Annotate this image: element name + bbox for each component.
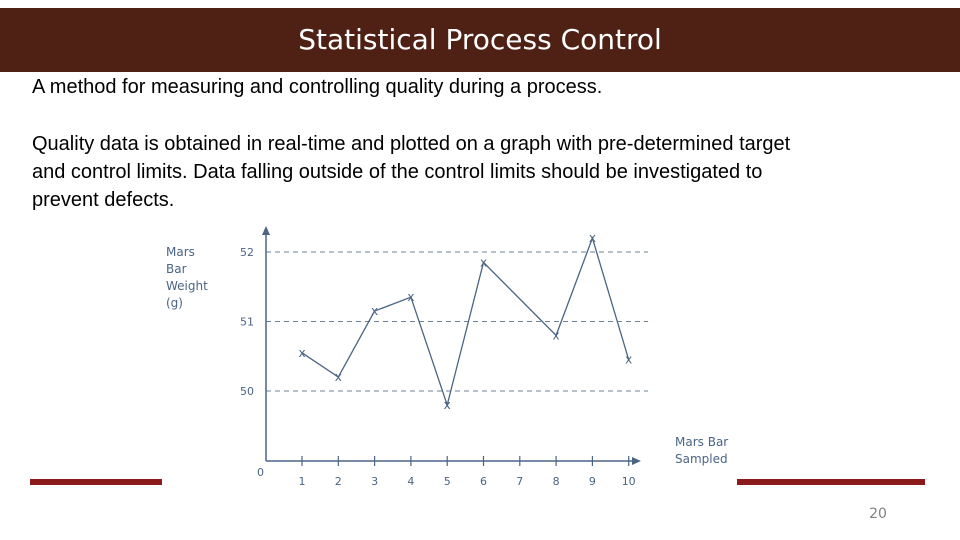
x-tick-label: 6 (480, 475, 487, 488)
x-axis-arrow-icon (632, 457, 641, 465)
series-line (301, 236, 630, 408)
data-point-marker: x (371, 304, 378, 318)
x-tick-label: 9 (589, 475, 596, 488)
data-point-marker: x (589, 231, 596, 245)
chart-series: x x x x x x x x x (298, 231, 632, 412)
y-axis-label: Mars (166, 245, 195, 259)
data-point-marker: x (625, 353, 632, 367)
y-tick-label: 50 (240, 385, 254, 398)
slide-number: 20 (869, 506, 887, 522)
x-tick-label: 8 (553, 475, 560, 488)
chart-ticks: 1 2 3 4 5 6 7 8 9 10 52 51 50 0 (240, 246, 636, 488)
accent-rule-left (30, 479, 162, 485)
data-point-marker: x (298, 346, 305, 360)
y-axis-label: Weight (166, 279, 208, 293)
chart-axes (262, 226, 641, 465)
chart-gridlines (266, 251, 648, 392)
x-axis-label: Mars Bar (675, 435, 728, 449)
chart-labels: Mars Bar Weight (g) Mars Bar Sampled (166, 245, 728, 466)
y-axis-label: Bar (166, 262, 187, 276)
x-tick-label: 5 (444, 475, 451, 488)
y-axis-arrow-icon (262, 226, 270, 235)
x-axis-label: Sampled (675, 452, 728, 466)
y-axis-label: (g) (166, 296, 183, 310)
data-point-marker: x (553, 328, 560, 342)
x-tick-label: 2 (335, 475, 342, 488)
x-tick-label: 10 (622, 475, 636, 488)
y-tick-label: 52 (240, 246, 254, 259)
chart-background (160, 220, 740, 490)
x-tick-label: 7 (516, 475, 523, 488)
data-point-marker: x (407, 290, 414, 304)
data-point-marker: x (335, 370, 342, 384)
description-paragraph: Quality data is obtained in real-time an… (32, 133, 791, 211)
data-point-marker: x (444, 398, 451, 412)
slide-title: Statistical Process Control (298, 23, 662, 56)
x-tick-label: 3 (371, 475, 378, 488)
x-tick-label: 4 (407, 475, 414, 488)
accent-rule-right (737, 479, 925, 485)
intro-paragraph: A method for measuring and controlling q… (32, 76, 603, 98)
origin-label: 0 (257, 466, 264, 479)
x-tick-label: 1 (299, 475, 306, 488)
title-bar: Statistical Process Control (0, 8, 960, 72)
data-point-marker: x (480, 255, 487, 269)
y-tick-label: 51 (240, 316, 254, 329)
spc-chart: 1 2 3 4 5 6 7 8 9 10 52 51 50 0 x x x x x x x x x Mars Bar Weig… (160, 220, 740, 490)
